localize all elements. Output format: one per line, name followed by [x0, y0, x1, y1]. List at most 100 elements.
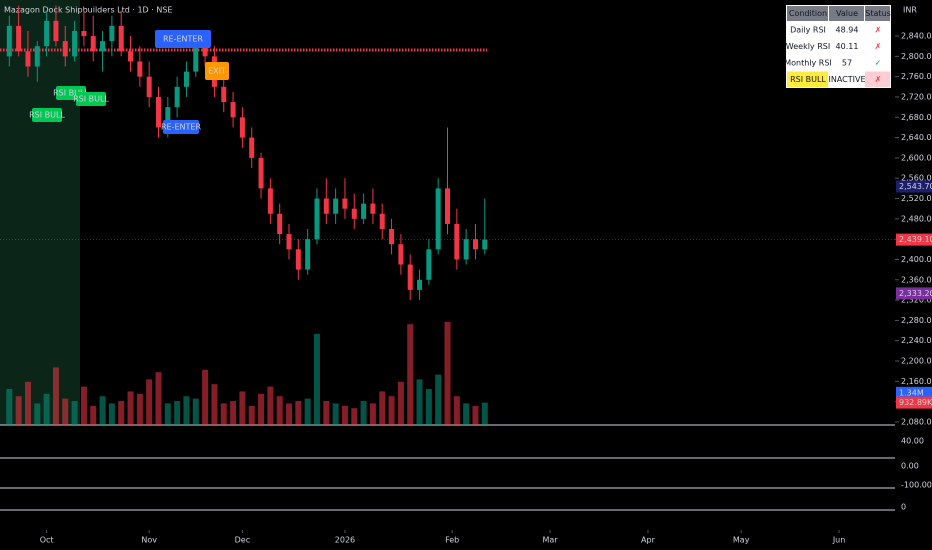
y-tick-label: 2,600.00 — [901, 153, 932, 162]
volume-bar — [416, 379, 423, 425]
table-cell: ✗ — [875, 75, 882, 84]
volume-bar — [71, 401, 78, 425]
x-tick-label: Apr — [641, 536, 656, 545]
volume-bar — [258, 393, 265, 425]
signal-badge — [155, 30, 211, 48]
candle-body — [6, 25, 12, 57]
signal-badge — [32, 108, 62, 122]
candle-body — [417, 279, 423, 290]
candle-body — [174, 86, 180, 108]
volume-label: 932.89K — [899, 398, 932, 407]
volume-bar — [239, 391, 246, 425]
candle-body — [239, 117, 245, 138]
y-tick-label: 2,240.00 — [901, 336, 932, 345]
indicator-label: -100.00 — [901, 481, 932, 490]
volume-bar — [369, 403, 376, 425]
candle-body — [100, 41, 106, 52]
volume-bar — [379, 391, 386, 425]
x-tick-label: Oct — [40, 536, 54, 545]
signal-label: RE-ENTER — [161, 123, 201, 132]
bg-zone — [0, 0, 80, 425]
x-tick-label: Dec — [235, 536, 250, 545]
candle-body — [323, 198, 329, 214]
price-label-bg — [896, 180, 932, 193]
candle-body — [90, 36, 96, 52]
y-tick-label: 2,360.00 — [901, 275, 932, 284]
signal-badge — [163, 120, 199, 134]
table-header: Condition — [789, 9, 827, 18]
candle-body — [295, 249, 301, 270]
table-header: Status — [865, 9, 891, 18]
candle-body — [62, 41, 68, 57]
candle-body — [44, 20, 50, 47]
price-label: 2,333.20 — [899, 289, 932, 298]
volume-bar — [99, 396, 106, 425]
volume-bar — [435, 374, 442, 425]
volume-bar — [90, 405, 97, 425]
table-cell: ✓ — [875, 59, 882, 68]
candle-body — [342, 198, 348, 209]
volume-bar — [24, 381, 31, 425]
y-tick-label: 2,560.00 — [901, 174, 932, 183]
candle-body — [482, 239, 488, 250]
table-cell: 40.11 — [836, 42, 859, 51]
y-tick-label: 2,320.00 — [901, 296, 932, 305]
candle-body — [454, 223, 460, 260]
table-cell-bg — [787, 71, 828, 87]
volume-bar — [397, 381, 404, 425]
candle-body — [16, 25, 22, 52]
candle-body — [109, 25, 115, 42]
candle-body — [258, 157, 264, 189]
table-cell-bg — [829, 71, 864, 87]
signal-label: RSI BULL — [29, 111, 65, 120]
indicator-label: 40.00 — [901, 437, 924, 446]
x-tick-label: Nov — [141, 536, 157, 545]
x-tick-label: 2026 — [335, 536, 355, 545]
candle-body — [351, 208, 357, 219]
table-cell: RSI BULL — [790, 75, 826, 84]
candle-body — [305, 239, 311, 270]
candle-body — [221, 86, 227, 103]
volume-bar — [248, 405, 255, 425]
candle-body — [333, 198, 339, 214]
volume-bar — [332, 403, 339, 425]
y-tick-label: 2,800.00 — [901, 52, 932, 61]
candle-body — [379, 213, 385, 230]
volume-bar — [34, 403, 41, 425]
volume-bar — [323, 401, 330, 425]
candle-body — [25, 51, 31, 67]
candle-body — [435, 188, 441, 250]
volume-bar — [118, 401, 125, 425]
currency: INR — [903, 6, 917, 15]
candle-body — [34, 46, 40, 67]
table-cell: Daily RSI — [790, 26, 826, 35]
y-tick-label: 2,760.00 — [901, 72, 932, 81]
candle-body — [249, 137, 255, 158]
price-label: 2,543.70 — [899, 182, 932, 191]
volume-label-bg — [896, 396, 932, 409]
signal-label: RE-ENTER — [163, 35, 203, 44]
x-tick-label: Mar — [543, 536, 559, 545]
volume-bar — [463, 403, 470, 425]
y-tick-label: 2,840.00 — [901, 32, 932, 41]
volume-bar — [276, 396, 283, 425]
table-cell: ✗ — [875, 42, 882, 51]
candle-body — [472, 239, 478, 250]
volume-bar — [304, 398, 311, 425]
candle-body — [361, 203, 367, 219]
volume-bar — [341, 405, 348, 425]
volume-bar — [388, 396, 395, 425]
volume-bar — [127, 391, 134, 425]
price-label-bg — [896, 287, 932, 300]
volume-bar — [80, 386, 87, 425]
y-tick-label: 2,160.00 — [901, 377, 932, 386]
candle-body — [286, 234, 292, 250]
volume-bar — [481, 402, 488, 425]
y-tick-label: 2,200.00 — [901, 357, 932, 366]
x-tick-label: Feb — [445, 536, 459, 545]
volume-bar — [192, 398, 199, 425]
volume-bar — [220, 403, 227, 425]
volume-bar — [313, 333, 320, 425]
x-tick-label: Jun — [832, 536, 846, 545]
chart-title: Mazagon Dock Shipbuilders Ltd · 1D · NSE — [4, 6, 172, 15]
